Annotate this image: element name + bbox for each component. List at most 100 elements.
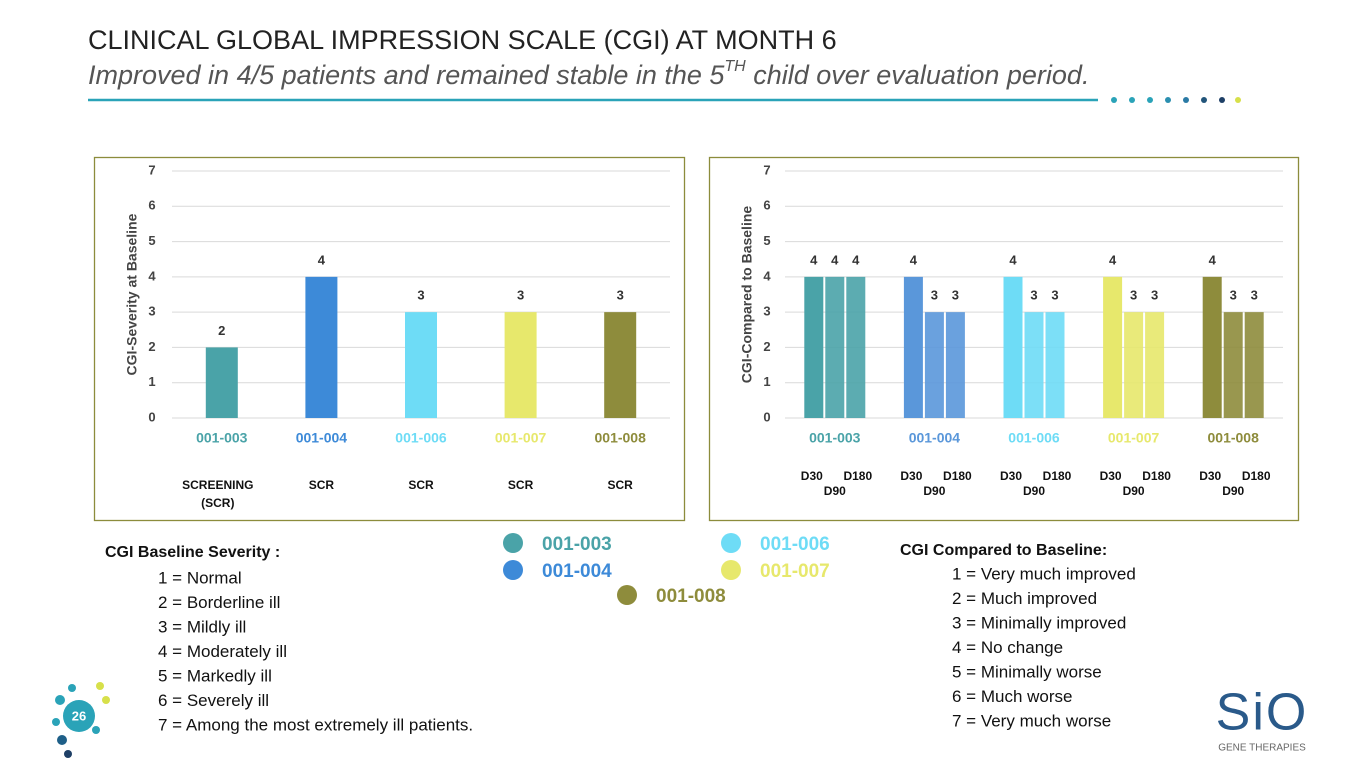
y-axis-label: CGI-Severity at Baseline <box>124 213 140 375</box>
value-label: 4 <box>910 252 918 267</box>
subtitle-sup: TH <box>724 58 746 75</box>
key-item: 6 = Much worse <box>952 687 1072 706</box>
value-label: 3 <box>1130 288 1137 303</box>
legend-item: 001-003 <box>503 533 612 555</box>
legend-swatch <box>503 560 523 580</box>
bar <box>604 312 637 418</box>
bar <box>846 276 866 418</box>
series-label: D90 <box>1222 484 1244 498</box>
brand-logo: SiO GENE THERAPIES <box>1216 684 1309 754</box>
bar <box>924 312 944 418</box>
subtitle-text: Improved in 4/5 patients and remained st… <box>88 60 725 90</box>
legend-swatch <box>721 560 741 580</box>
y-axis-label: CGI-Compared to Baseline <box>739 206 755 384</box>
series-label: D90 <box>1123 484 1145 498</box>
legend-label: 001-004 <box>542 561 612 582</box>
key-heading: CGI Baseline Severity : <box>105 544 280 561</box>
brand-tagline: GENE THERAPIES <box>1218 743 1306 754</box>
key-item: 1 = Very much improved <box>952 564 1136 583</box>
bar <box>1024 312 1044 418</box>
x-sublabel: SCR <box>608 478 634 492</box>
y-tick-label: 7 <box>148 162 155 177</box>
subtitle-text: child over evaluation period. <box>746 60 1090 90</box>
key-item: 3 = Minimally improved <box>952 613 1126 632</box>
key-item: 5 = Markedly ill <box>158 666 272 685</box>
x-sublabel: SCR <box>408 478 434 492</box>
bar <box>205 347 238 418</box>
value-label: 3 <box>517 288 524 303</box>
value-label: 3 <box>1151 288 1158 303</box>
key-item: 5 = Minimally worse <box>952 662 1102 681</box>
value-label: 3 <box>417 288 424 303</box>
scale-key: CGI Baseline Severity : 1 = Normal 2 = Bor… <box>105 544 473 734</box>
value-label: 3 <box>1251 288 1258 303</box>
x-tick-label: 001-003 <box>809 430 861 446</box>
legend-label: 001-003 <box>542 534 612 555</box>
series-label: D90 <box>824 484 846 498</box>
x-tick-label: 001-006 <box>1008 430 1060 446</box>
key-item: 2 = Borderline ill <box>158 593 280 612</box>
y-tick-label: 0 <box>763 409 770 424</box>
value-label: 3 <box>952 288 959 303</box>
bar <box>1244 312 1264 418</box>
slide-title: CLINICAL GLOBAL IMPRESSION SCALE (CGI) A… <box>88 25 837 55</box>
x-tick-label: 001-008 <box>595 430 647 446</box>
bar <box>1145 312 1165 418</box>
x-sublabel: SCR <box>508 478 534 492</box>
key-item: 6 = Severely ill <box>158 691 269 710</box>
y-tick-label: 5 <box>148 233 155 248</box>
bar <box>1223 312 1243 418</box>
y-tick-label: 1 <box>148 374 155 389</box>
y-tick-label: 4 <box>763 268 771 283</box>
series-label: D30 <box>900 469 922 483</box>
y-tick-label: 0 <box>148 409 155 424</box>
key-item: 4 = No change <box>952 638 1063 657</box>
key-item: 2 = Much improved <box>952 589 1097 608</box>
value-label: 2 <box>218 323 225 338</box>
value-label: 3 <box>1051 288 1058 303</box>
x-tick-label: 001-003 <box>196 430 248 446</box>
y-tick-label: 2 <box>148 339 155 354</box>
x-tick-label: 001-008 <box>1208 430 1260 446</box>
value-label: 4 <box>1009 252 1017 267</box>
value-label: 3 <box>931 288 938 303</box>
legend-item: 001-004 <box>503 560 612 582</box>
legend-swatch <box>721 533 741 553</box>
x-tick-label: 001-004 <box>296 430 348 446</box>
chart-frame <box>93 156 686 522</box>
x-tick-label: 001-007 <box>495 430 547 446</box>
x-sublabel: (SCR) <box>201 496 234 510</box>
legend-swatch <box>617 585 637 605</box>
y-tick-label: 6 <box>148 198 155 213</box>
x-sublabel: SCREENING <box>182 478 253 492</box>
bar <box>1045 312 1065 418</box>
value-label: 4 <box>852 252 860 267</box>
series-label: D180 <box>843 469 872 483</box>
brand-name: SiO <box>1216 684 1309 742</box>
title-dots <box>1111 97 1241 103</box>
y-tick-label: 3 <box>148 304 155 319</box>
value-label: 3 <box>1230 288 1237 303</box>
bar <box>405 312 437 418</box>
y-tick-label: 2 <box>763 339 770 354</box>
value-label: 4 <box>1109 252 1117 267</box>
bar <box>1124 312 1144 418</box>
chart: 0 1 2 3 4 5 6 7 CGI-Severity at Baseline 2 001-003… <box>124 162 670 510</box>
bar <box>305 276 338 418</box>
chart-frame <box>708 156 1300 522</box>
page-number: 26 <box>72 708 86 723</box>
y-tick-label: 7 <box>763 162 770 177</box>
bar <box>1003 276 1023 418</box>
bar <box>825 276 845 418</box>
value-label: 4 <box>1209 252 1217 267</box>
bar <box>804 276 824 418</box>
scale-key: CGI Compared to Baseline: 1 = Very much i… <box>900 542 1136 730</box>
x-sublabel: SCR <box>309 478 335 492</box>
y-tick-label: 6 <box>763 198 770 213</box>
key-item: 4 = Moderately ill <box>158 642 287 661</box>
key-item: 7 = Very much worse <box>952 711 1111 730</box>
value-label: 3 <box>617 288 624 303</box>
bar <box>504 312 537 418</box>
key-item: 1 = Normal <box>158 568 242 587</box>
